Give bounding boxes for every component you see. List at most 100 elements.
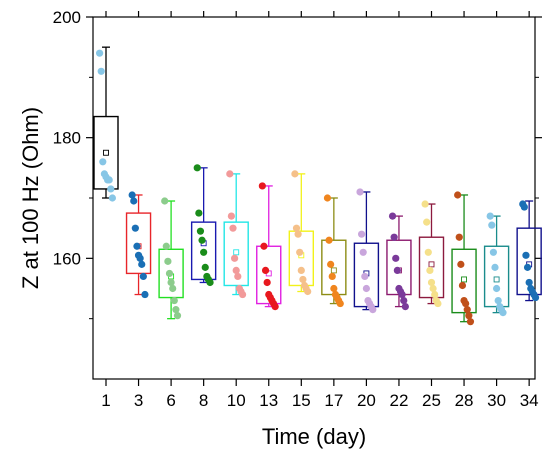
- data-point: [297, 266, 305, 274]
- box-17: [321, 194, 347, 308]
- data-point: [358, 230, 366, 238]
- mean-marker: [233, 249, 240, 256]
- box-1: [93, 46, 119, 202]
- data-point: [167, 278, 175, 287]
- data-point: [330, 284, 338, 293]
- data-point: [206, 278, 214, 287]
- data-point: [458, 281, 467, 290]
- data-point: [165, 269, 174, 278]
- data-point: [400, 296, 408, 305]
- data-point: [141, 290, 149, 299]
- data-point: [128, 191, 136, 199]
- data-point: [291, 170, 299, 178]
- mean-marker: [103, 149, 109, 156]
- box-15: [288, 170, 314, 296]
- data-point: [388, 212, 397, 220]
- x-tick-label: 30: [487, 391, 506, 410]
- x-tick-label: 13: [259, 391, 278, 410]
- data-point: [201, 263, 209, 271]
- data-point: [299, 275, 307, 284]
- y-axis-title: Z at 100 Hz (Ohm): [18, 107, 43, 289]
- data-point: [261, 266, 270, 274]
- data-point: [466, 318, 475, 326]
- data-point: [465, 312, 473, 320]
- y-axis: 160 180 200: [53, 8, 542, 320]
- x-axis-title: Time (day): [262, 424, 366, 449]
- y-tick-label: 160: [53, 249, 81, 268]
- data-point: [130, 197, 138, 205]
- x-tick-label: 6: [166, 391, 175, 410]
- x-tick-label: 28: [455, 391, 474, 410]
- x-tick-label: 8: [199, 391, 208, 410]
- data-point: [426, 266, 434, 274]
- mean-marker: [330, 267, 337, 274]
- data-point: [231, 254, 239, 262]
- box-iqr: [418, 236, 445, 299]
- data-point: [162, 242, 170, 250]
- data-point: [392, 254, 400, 262]
- data-point: [229, 224, 237, 232]
- data-point: [491, 263, 499, 271]
- data-point: [271, 303, 279, 311]
- y-tick-label: 200: [53, 8, 81, 27]
- data-point: [169, 284, 177, 293]
- x-tick-label: 25: [422, 391, 441, 410]
- data-point: [327, 260, 335, 268]
- box-28: [451, 191, 477, 326]
- data-point: [362, 284, 370, 293]
- data-point: [105, 176, 113, 184]
- data-point: [393, 266, 401, 274]
- data-point: [454, 191, 462, 199]
- box-iqr: [158, 248, 184, 299]
- data-point: [455, 233, 463, 241]
- data-point: [489, 248, 497, 256]
- data-point: [164, 257, 172, 265]
- data-point: [434, 299, 442, 308]
- data-point: [462, 299, 470, 308]
- data-point: [429, 284, 437, 293]
- box-34: [516, 200, 542, 302]
- data-point: [96, 49, 104, 57]
- data-point: [196, 227, 205, 235]
- box-iqr: [451, 248, 477, 314]
- data-point: [258, 182, 266, 190]
- data-point: [522, 251, 530, 259]
- box-iqr: [353, 242, 380, 308]
- data-point: [356, 188, 364, 196]
- box-iqr: [223, 221, 249, 287]
- data-point: [138, 260, 146, 268]
- data-point: [227, 212, 235, 220]
- data-point: [401, 303, 409, 311]
- box-8: [190, 164, 217, 287]
- data-point: [173, 312, 182, 320]
- data-point: [424, 248, 432, 256]
- box-3: [125, 191, 152, 299]
- data-point: [361, 272, 369, 281]
- data-point: [99, 158, 107, 166]
- data-point: [493, 284, 501, 293]
- x-tick-label: 17: [324, 391, 343, 410]
- mean-marker: [428, 261, 435, 268]
- data-point: [296, 248, 304, 256]
- x-tick-label: 22: [389, 391, 408, 410]
- box-30: [483, 212, 510, 317]
- data-point: [323, 194, 332, 202]
- box-6: [158, 197, 184, 320]
- data-point: [457, 260, 465, 268]
- box-iqr: [190, 221, 217, 281]
- data-point: [421, 200, 429, 208]
- data-point: [260, 242, 268, 250]
- data-point: [431, 290, 439, 299]
- data-point: [525, 278, 533, 287]
- data-point: [325, 236, 333, 244]
- data-point: [304, 287, 312, 296]
- x-tick-label: 1: [101, 391, 110, 410]
- data-point: [499, 309, 507, 317]
- data-point: [336, 299, 344, 308]
- box-iqr: [516, 227, 542, 296]
- data-point: [170, 296, 178, 305]
- data-point: [463, 306, 471, 314]
- data-point: [390, 233, 398, 241]
- data-point: [423, 218, 431, 226]
- data-point: [195, 209, 203, 217]
